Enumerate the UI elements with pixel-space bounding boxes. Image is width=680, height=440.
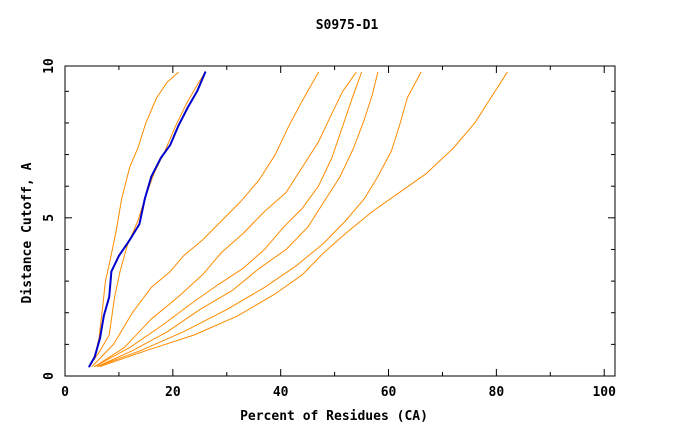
y-axis-label: Distance Cutoff, A [20, 162, 35, 303]
y-tick-label: 5 [42, 214, 57, 222]
series-line-model-3 [91, 71, 319, 368]
x-tick-label: 80 [489, 385, 505, 400]
x-tick-label: 0 [61, 385, 69, 400]
x-tick-label: 60 [381, 385, 397, 400]
y-tick-label: 10 [42, 58, 57, 74]
series-group [88, 71, 508, 368]
series-line-model-4 [94, 71, 357, 368]
plot-frame [64, 65, 616, 377]
x-axis-label: Percent of Residues (CA) [240, 409, 428, 424]
series-line-model-6 [96, 71, 379, 368]
series-line-model-8 [99, 71, 508, 368]
series-line-model-1 [88, 71, 179, 368]
axis-ticks: 0 20 40 60 80 100 0 5 10 [42, 58, 616, 400]
series-line-model-5 [94, 71, 363, 368]
series-line-model-2 [88, 71, 206, 368]
series-line-model-highlight [88, 71, 207, 368]
x-tick-label: 100 [592, 385, 616, 400]
x-tick-label: 20 [165, 385, 181, 400]
x-tick-label: 40 [273, 385, 289, 400]
chart-title: S0975-D1 [316, 18, 379, 33]
y-tick-label: 0 [42, 372, 57, 380]
series-line-model-7 [96, 71, 422, 368]
